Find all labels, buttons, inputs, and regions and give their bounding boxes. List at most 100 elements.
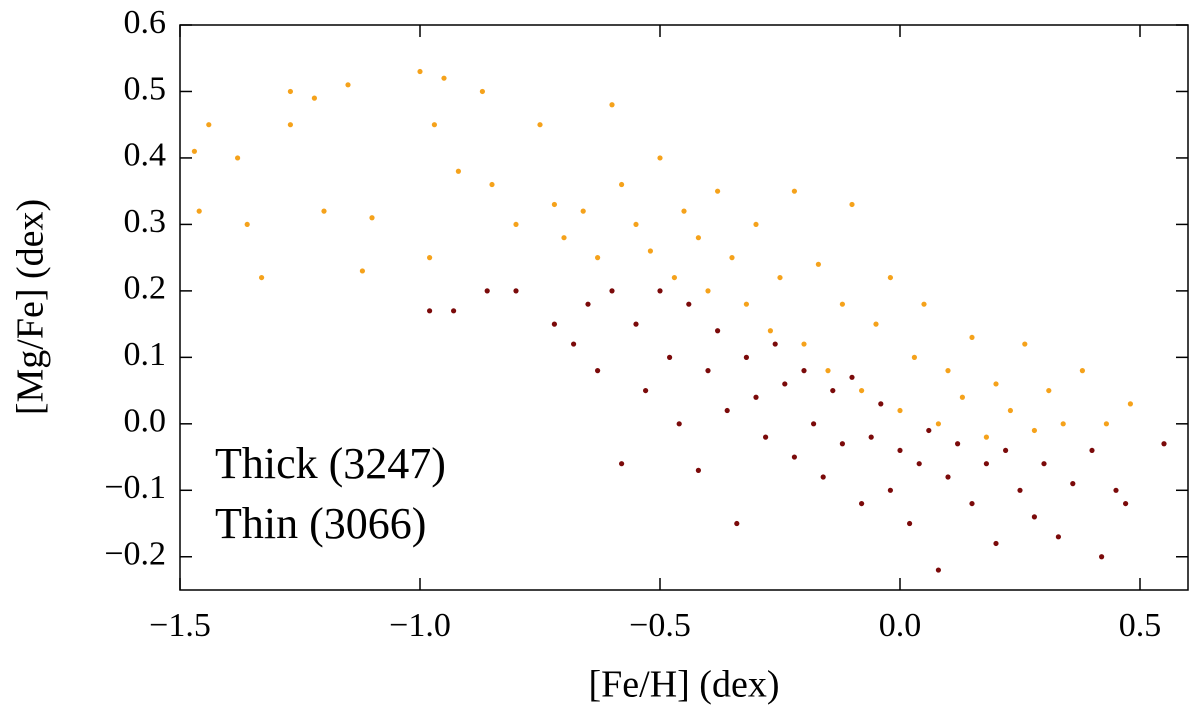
point bbox=[945, 474, 951, 480]
point bbox=[657, 288, 663, 294]
point bbox=[993, 540, 999, 547]
point bbox=[868, 434, 874, 440]
point bbox=[695, 467, 702, 473]
point bbox=[206, 122, 212, 128]
legend-entry: Thick (3247) bbox=[215, 439, 446, 488]
point bbox=[983, 434, 990, 440]
point bbox=[609, 102, 615, 108]
point bbox=[431, 122, 437, 128]
point bbox=[441, 75, 447, 81]
point bbox=[839, 441, 846, 447]
point bbox=[801, 341, 807, 347]
point bbox=[619, 181, 625, 188]
point bbox=[643, 387, 649, 394]
point bbox=[1070, 481, 1076, 487]
point bbox=[287, 122, 293, 128]
point bbox=[427, 308, 433, 314]
point bbox=[676, 421, 682, 427]
point bbox=[983, 461, 990, 467]
point bbox=[345, 82, 351, 88]
point bbox=[619, 461, 625, 467]
point bbox=[580, 208, 586, 214]
point bbox=[763, 434, 769, 440]
y-tick-label: 0.6 bbox=[124, 4, 167, 41]
point bbox=[633, 221, 639, 228]
point bbox=[551, 201, 558, 208]
legend-entry: Thin (3066) bbox=[215, 499, 426, 548]
point bbox=[235, 155, 241, 161]
point bbox=[681, 208, 687, 214]
point bbox=[935, 567, 942, 573]
point bbox=[859, 387, 865, 394]
y-tick-label: 0.4 bbox=[124, 137, 167, 174]
point bbox=[993, 381, 999, 387]
plot-points bbox=[191, 68, 1167, 573]
y-tick-label: 0.0 bbox=[124, 403, 167, 440]
point bbox=[196, 208, 202, 214]
point bbox=[724, 407, 730, 414]
point bbox=[911, 354, 918, 360]
point bbox=[551, 321, 558, 327]
point bbox=[657, 155, 663, 161]
point bbox=[1017, 487, 1023, 493]
point bbox=[451, 308, 457, 314]
point bbox=[1103, 421, 1109, 427]
point bbox=[839, 301, 846, 307]
point bbox=[791, 454, 798, 460]
point bbox=[686, 301, 692, 307]
point bbox=[873, 321, 879, 327]
point bbox=[959, 394, 966, 400]
point bbox=[1046, 387, 1052, 394]
point bbox=[633, 321, 639, 327]
point bbox=[753, 221, 759, 228]
point bbox=[513, 221, 519, 228]
point bbox=[455, 168, 461, 174]
point bbox=[595, 255, 601, 261]
point bbox=[244, 221, 250, 228]
point bbox=[287, 88, 293, 95]
point bbox=[191, 148, 197, 154]
point bbox=[897, 447, 903, 454]
point bbox=[484, 288, 490, 294]
y-tick-label: −0.2 bbox=[104, 536, 166, 573]
point bbox=[1127, 401, 1133, 407]
point bbox=[1113, 487, 1119, 493]
point bbox=[321, 208, 327, 214]
point bbox=[513, 288, 519, 294]
point bbox=[815, 261, 822, 267]
point bbox=[935, 421, 942, 427]
point bbox=[489, 181, 495, 188]
point bbox=[734, 520, 740, 527]
point bbox=[811, 421, 817, 427]
y-tick-label: 0.2 bbox=[124, 270, 167, 307]
y-tick-label: −0.1 bbox=[104, 469, 166, 506]
x-tick-label: −1.5 bbox=[149, 607, 211, 644]
point bbox=[695, 235, 702, 241]
point bbox=[969, 500, 975, 507]
point bbox=[825, 368, 831, 374]
point bbox=[849, 374, 855, 380]
point bbox=[955, 441, 961, 447]
point bbox=[878, 401, 884, 407]
point bbox=[782, 381, 788, 387]
point bbox=[537, 122, 543, 128]
point bbox=[743, 301, 750, 307]
point bbox=[969, 334, 975, 341]
plot-frame bbox=[179, 24, 1189, 591]
point bbox=[1003, 447, 1009, 454]
point bbox=[916, 461, 922, 467]
point bbox=[729, 255, 735, 261]
point bbox=[777, 274, 783, 281]
point bbox=[1041, 461, 1047, 467]
point bbox=[1060, 421, 1066, 427]
x-tick-label: 0.5 bbox=[1119, 607, 1162, 644]
point bbox=[1089, 447, 1095, 454]
point bbox=[945, 368, 951, 374]
x-tick-label: 0.0 bbox=[879, 607, 922, 644]
point bbox=[417, 68, 423, 75]
point bbox=[1123, 500, 1129, 507]
point bbox=[1031, 514, 1037, 520]
point bbox=[561, 235, 567, 241]
point bbox=[887, 274, 894, 281]
point bbox=[743, 354, 750, 360]
